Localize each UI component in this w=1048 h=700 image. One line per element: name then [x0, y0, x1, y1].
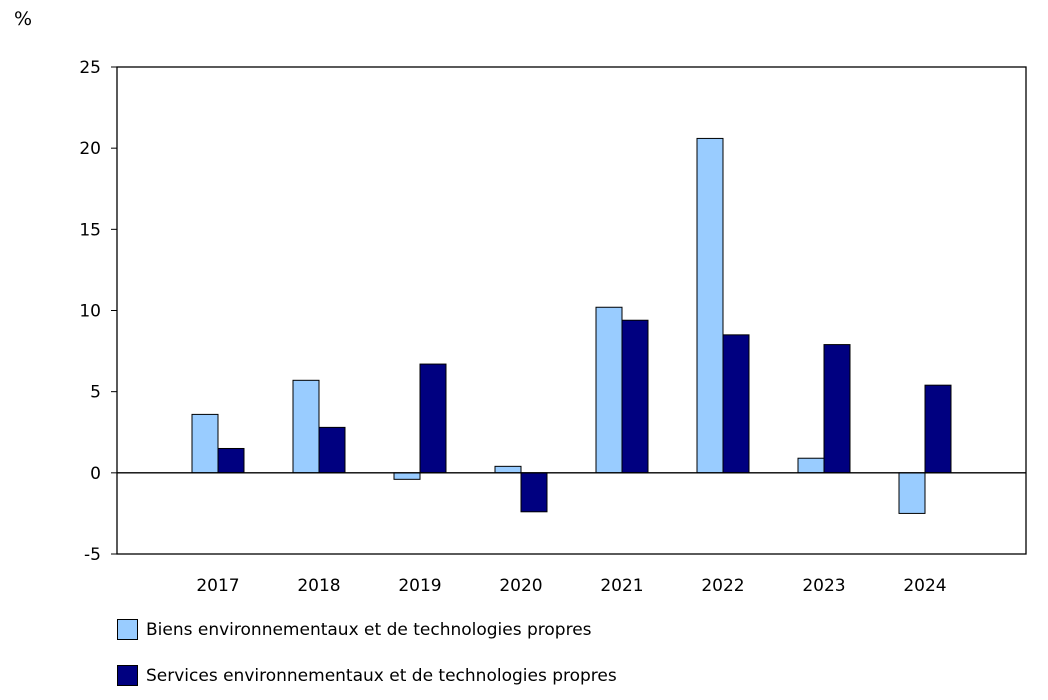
bar-services-2024	[924, 384, 952, 474]
bar-services-2022	[722, 334, 750, 474]
bar-services-2018	[318, 426, 346, 474]
bar-biens-2023	[797, 457, 825, 474]
x-tick-label: 2019	[398, 576, 441, 596]
bar-biens-2019	[393, 472, 421, 480]
x-tick-label: 2018	[297, 576, 340, 596]
legend-label-biens: Biens environnementaux et de technologie…	[146, 619, 592, 640]
x-tick-label: 2022	[701, 576, 744, 596]
legend-label-services: Services environnementaux et de technolo…	[146, 665, 617, 686]
y-tick-label: 5	[90, 383, 101, 403]
x-tick-label: 2020	[499, 576, 542, 596]
bar-biens-2021	[595, 306, 623, 474]
x-tick-label: 2021	[600, 576, 643, 596]
bar-services-2017	[217, 447, 245, 474]
x-tick-label: 2024	[903, 576, 946, 596]
bar-services-2021	[621, 319, 649, 474]
y-tick-label: 15	[79, 220, 101, 240]
x-tick-label: 2017	[196, 576, 239, 596]
bar-services-2020	[520, 472, 548, 513]
bar-biens-2017	[191, 413, 219, 474]
bar-biens-2018	[292, 379, 320, 474]
y-axis-unit-label: %	[14, 8, 33, 30]
bar-services-2023	[823, 344, 851, 474]
bar-services-2019	[419, 363, 447, 474]
legend-item-biens: Biens environnementaux et de technologie…	[117, 619, 592, 640]
y-tick-label: 10	[79, 302, 101, 322]
y-tick-label: 25	[79, 58, 101, 78]
x-tick-label: 2023	[802, 576, 845, 596]
y-tick-label: 0	[90, 464, 101, 484]
legend-item-services: Services environnementaux et de technolo…	[117, 665, 617, 686]
y-tick-label: -5	[84, 545, 101, 565]
bar-biens-2022	[696, 137, 724, 474]
legend-swatch-services	[117, 665, 138, 686]
legend-swatch-biens	[117, 619, 138, 640]
y-tick-label: 20	[79, 139, 101, 159]
plot-frame	[116, 66, 1027, 555]
bar-biens-2024	[898, 472, 926, 514]
bar-biens-2020	[494, 465, 522, 474]
